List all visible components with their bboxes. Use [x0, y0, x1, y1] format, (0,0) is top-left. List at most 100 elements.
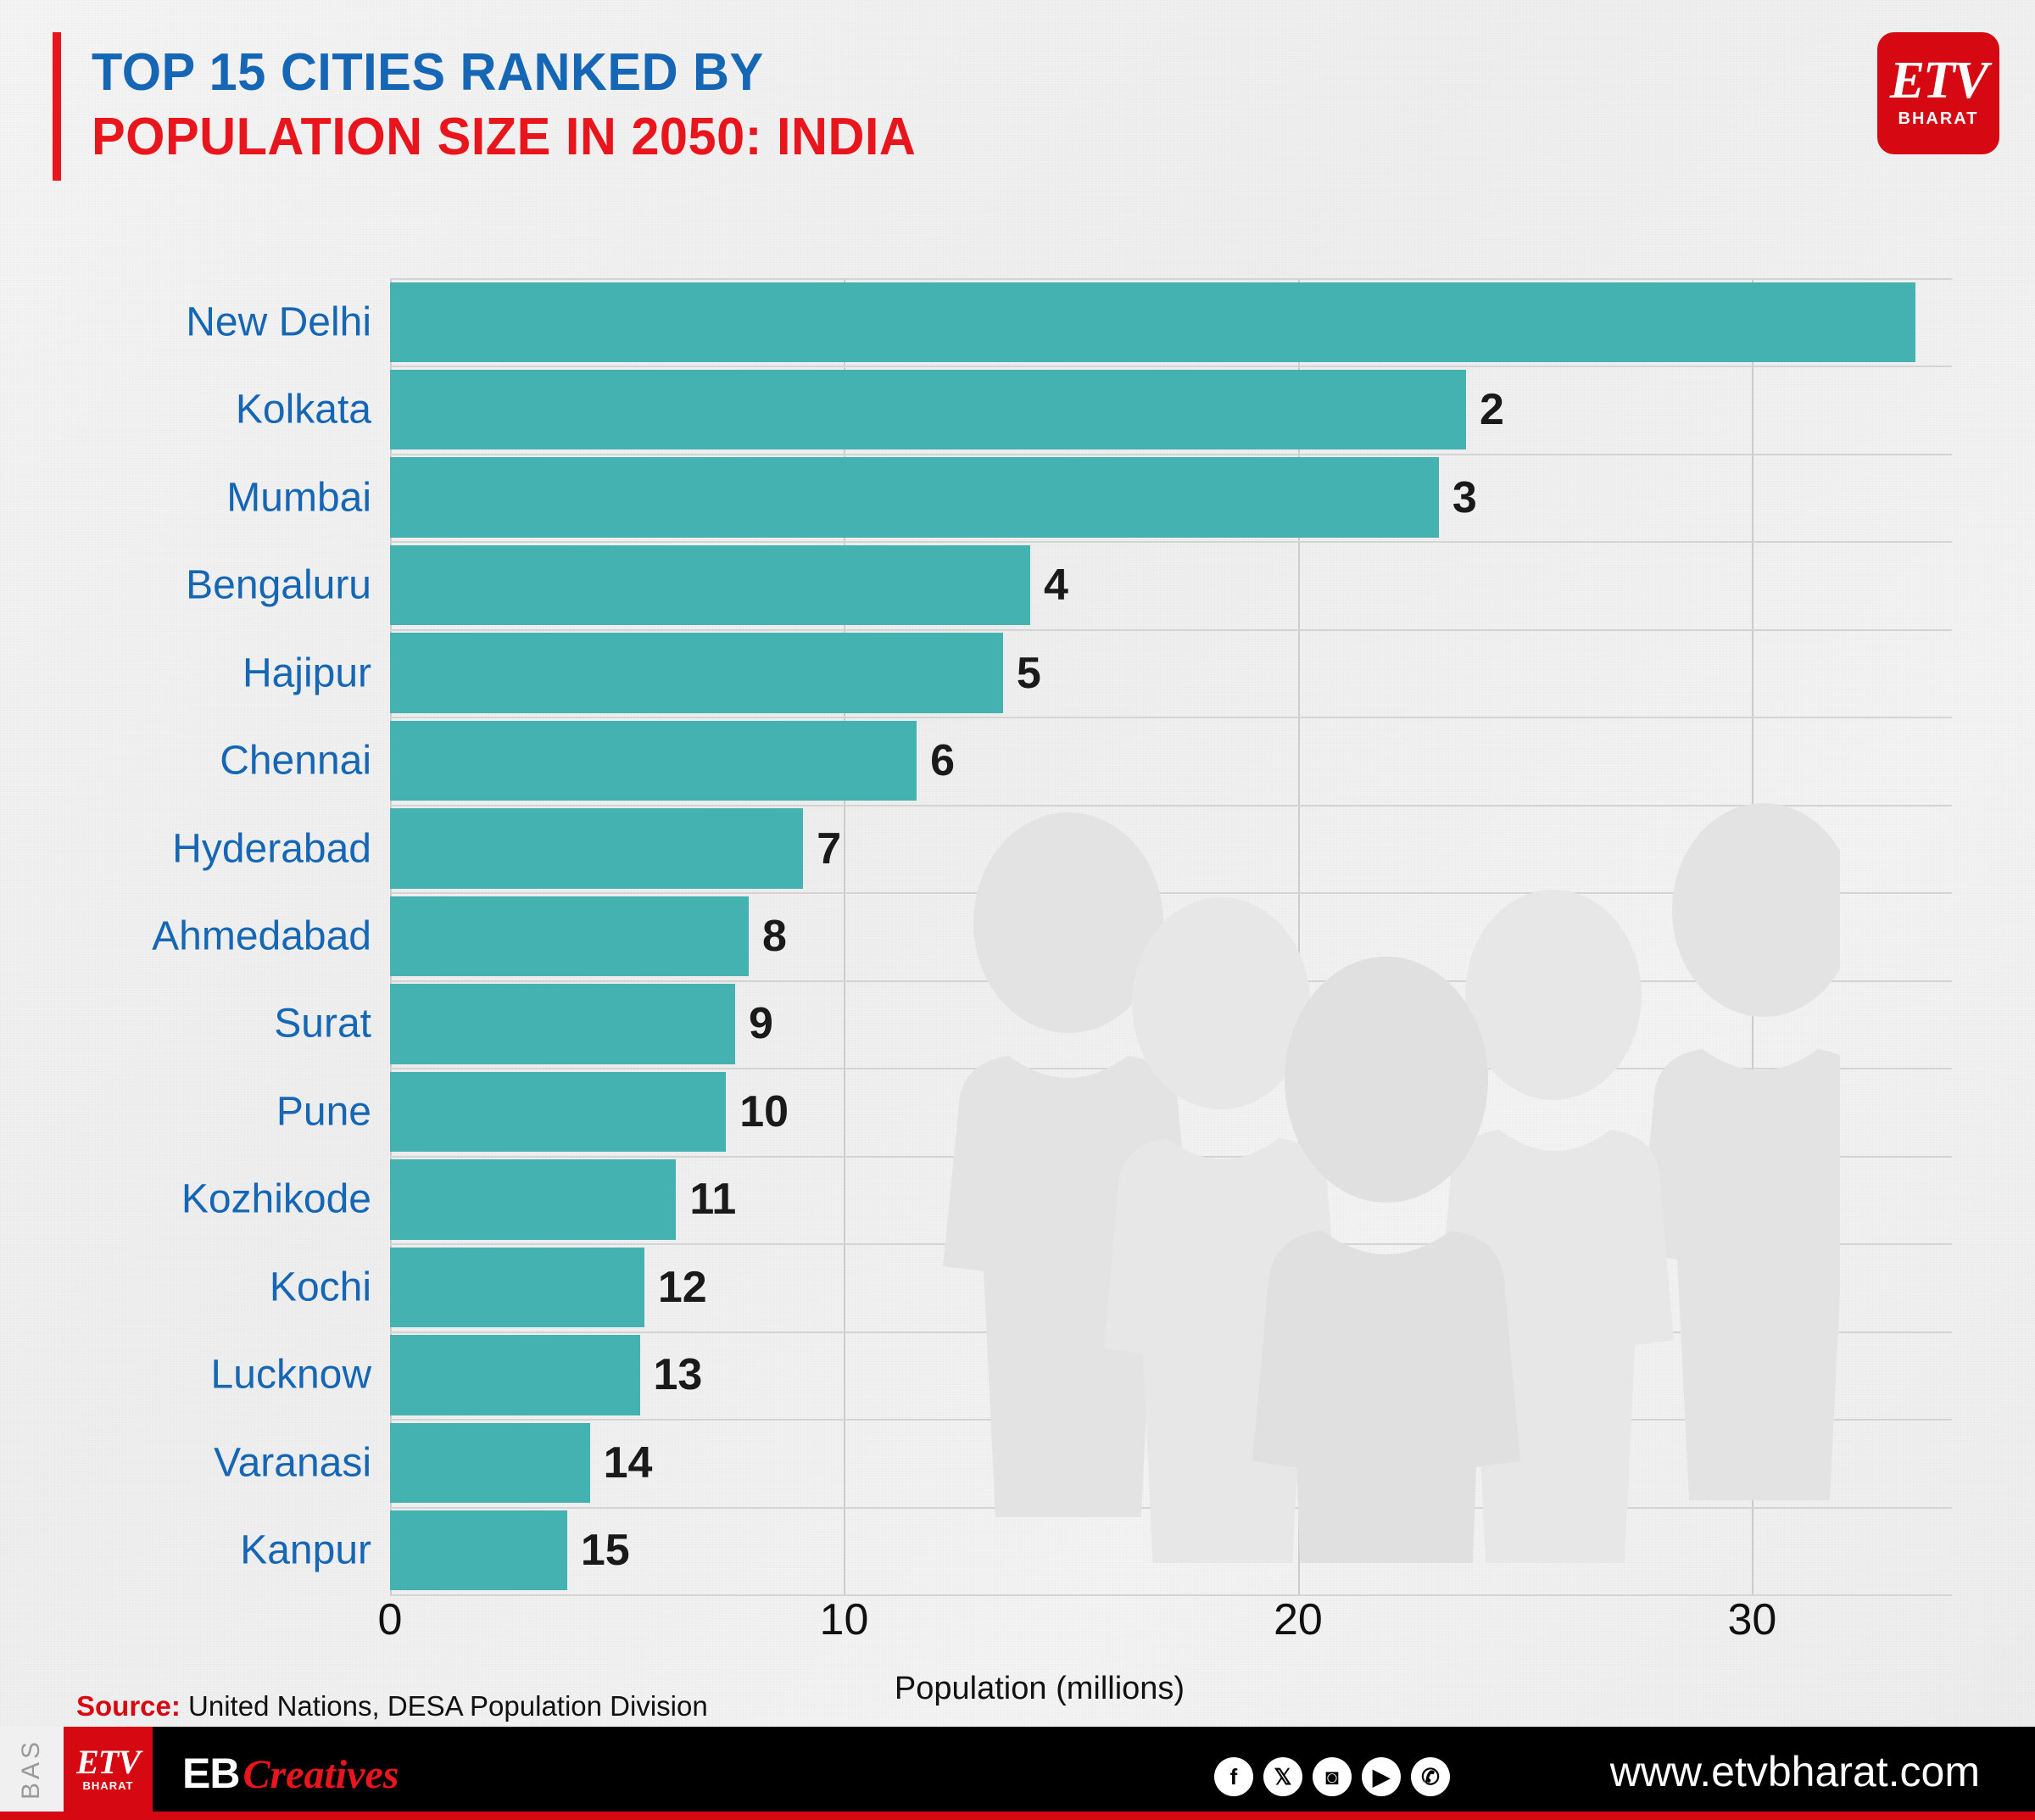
- bar-rank-label: 5: [1016, 648, 1041, 698]
- category-label: Kozhikode: [181, 1176, 371, 1222]
- website-url: www.etvbharat.com: [1609, 1748, 1980, 1795]
- category-label: Kochi: [269, 1265, 371, 1310]
- facebook-icon[interactable]: f: [1214, 1757, 1253, 1796]
- vertical-gridline: [844, 278, 846, 1594]
- bar[interactable]: [390, 1071, 727, 1153]
- category-label: Bengaluru: [186, 562, 371, 608]
- horizontal-gridline: [390, 717, 1952, 719]
- bar-rank-label: 3: [1452, 472, 1477, 522]
- whatsapp-icon[interactable]: ✆: [1411, 1757, 1450, 1796]
- footer-etv-logo: ETV BHARAT: [64, 1727, 153, 1812]
- footer-bar: BAS ETV BHARAT EB Creatives f 𝕏 ◙ ▶ ✆ www.et…: [0, 1727, 2035, 1820]
- bar[interactable]: [390, 984, 735, 1064]
- category-label: Varanasi: [214, 1440, 371, 1486]
- horizontal-gridline: [390, 892, 1952, 895]
- eb-creatives-credit: EB Creatives: [182, 1749, 399, 1798]
- bar[interactable]: [390, 457, 1439, 538]
- source-label: Source:: [76, 1690, 181, 1722]
- footer-etv-logo-mark: ETV: [76, 1742, 141, 1781]
- bar[interactable]: [390, 544, 1030, 626]
- x-twitter-icon[interactable]: 𝕏: [1263, 1757, 1302, 1796]
- x-axis-tick-label: 0: [377, 1595, 403, 1644]
- bar-row[interactable]: Kozhikode 11: [181, 1159, 1952, 1240]
- eb-credit-creatives: Creatives: [243, 1752, 399, 1797]
- bar[interactable]: [390, 896, 750, 977]
- x-axis-tick-label: 20: [1274, 1595, 1323, 1644]
- bar-rank-label: 4: [1044, 561, 1068, 611]
- bar-rank-label: 7: [817, 823, 842, 874]
- horizontal-gridline: [390, 366, 1952, 368]
- bar-rank-label: 12: [657, 1262, 707, 1312]
- bar-row[interactable]: Chennai 6: [220, 720, 1952, 801]
- bar-row[interactable]: Pune 10: [276, 1071, 1952, 1153]
- bar[interactable]: [390, 1422, 590, 1504]
- bar-row[interactable]: Lucknow 13: [211, 1335, 1952, 1415]
- x-axis-tick-label: 30: [1727, 1595, 1777, 1644]
- bar-row[interactable]: Kolkata 2: [236, 369, 1952, 450]
- footer-side-text: BAS: [0, 1727, 64, 1812]
- bar-rank-label: 8: [762, 911, 787, 961]
- bar-row[interactable]: Ahmedabad 8: [152, 896, 1952, 977]
- footer-accent-stripe: [0, 1812, 2035, 1820]
- etv-logo-wordmark: BHARAT: [1898, 109, 1979, 128]
- bar[interactable]: [390, 282, 1916, 362]
- category-label: Hyderabad: [172, 826, 371, 872]
- category-label: Surat: [274, 1001, 371, 1047]
- title-accent-rule: [53, 32, 61, 181]
- bar-row[interactable]: New Delhi: [186, 282, 1952, 362]
- x-axis: Population (millions) 0 10 20 30: [0, 1594, 2035, 1722]
- bar-row[interactable]: Kochi 12: [270, 1247, 1952, 1328]
- category-label: Kolkata: [235, 387, 371, 433]
- horizontal-gridline: [390, 628, 1952, 631]
- horizontal-gridline: [390, 541, 1952, 544]
- bar-row[interactable]: Kanpur 15: [240, 1510, 1952, 1591]
- horizontal-gridline: [390, 453, 1952, 455]
- category-label: Pune: [276, 1089, 371, 1135]
- bar[interactable]: [390, 808, 804, 889]
- instagram-icon[interactable]: ◙: [1313, 1757, 1352, 1796]
- bar[interactable]: [390, 720, 917, 801]
- horizontal-gridline: [390, 278, 1952, 280]
- category-label: Kanpur: [240, 1527, 371, 1573]
- youtube-icon[interactable]: ▶: [1362, 1757, 1401, 1796]
- bar-rank-label: 13: [653, 1350, 703, 1400]
- category-label: Chennai: [220, 738, 371, 784]
- bar-rank-label: 11: [689, 1175, 737, 1225]
- source-text: United Nations, DESA Population Division: [180, 1690, 708, 1722]
- category-label: Hajipur: [242, 650, 371, 696]
- bar[interactable]: [390, 369, 1467, 450]
- bar-rank-label: 15: [580, 1526, 630, 1576]
- horizontal-gridline: [390, 1594, 1952, 1596]
- bar[interactable]: [390, 1335, 640, 1415]
- etv-bharat-logo: ETV BHARAT: [1877, 32, 1999, 154]
- horizontal-gridline: [390, 804, 1952, 807]
- bar[interactable]: [390, 1247, 644, 1328]
- title-line-secondary: POPULATION SIZE IN 2050: INDIA: [92, 107, 917, 166]
- bar-rank-label: 9: [748, 999, 773, 1049]
- bar-row[interactable]: Surat 9: [274, 984, 1952, 1064]
- bar-row[interactable]: Hajipur 5: [243, 633, 1952, 713]
- bar[interactable]: [390, 633, 1003, 713]
- bar-row[interactable]: Hyderabad 7: [172, 808, 1952, 889]
- bar-row[interactable]: Mumbai 3: [226, 457, 1952, 538]
- page-title: TOP 15 CITIES RANKED BY POPULATION SIZE …: [92, 41, 951, 169]
- bar-chart: New Delhi Kolkata 2 Mumbai 3 Bengaluru 4 Hajipu…: [0, 254, 2035, 1706]
- x-axis-label-text: Population (millions): [894, 1671, 1185, 1706]
- bar[interactable]: [390, 1159, 677, 1240]
- bar-row[interactable]: Bengaluru 4: [186, 544, 1952, 626]
- x-axis-label: Population (millions): [0, 1671, 2035, 1707]
- footer-etv-logo-wordmark: BHARAT: [82, 1778, 134, 1792]
- bars-container: New Delhi Kolkata 2 Mumbai 3 Bengaluru 4 Hajipu…: [152, 278, 1952, 1594]
- bar-rank-label: 2: [1480, 385, 1504, 435]
- eb-credit-eb: EB: [182, 1750, 240, 1797]
- bar-row[interactable]: Varanasi 14: [214, 1422, 1952, 1504]
- source-note: Source: United Nations, DESA Population …: [76, 1690, 708, 1722]
- bar-rank-label: 10: [739, 1086, 789, 1136]
- category-label: Mumbai: [226, 475, 371, 521]
- category-label: Lucknow: [210, 1352, 371, 1398]
- bar[interactable]: [390, 1510, 567, 1591]
- bar-rank-label: 14: [603, 1438, 653, 1488]
- plot-area: New Delhi Kolkata 2 Mumbai 3 Bengaluru 4 Hajipu…: [152, 278, 1952, 1596]
- category-label: New Delhi: [186, 299, 371, 345]
